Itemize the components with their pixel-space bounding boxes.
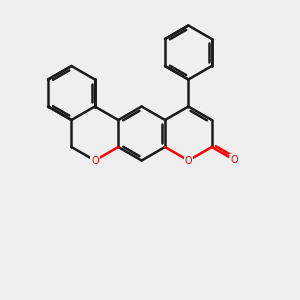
- Text: O: O: [230, 155, 238, 165]
- Text: O: O: [91, 155, 99, 166]
- Text: O: O: [184, 155, 192, 166]
